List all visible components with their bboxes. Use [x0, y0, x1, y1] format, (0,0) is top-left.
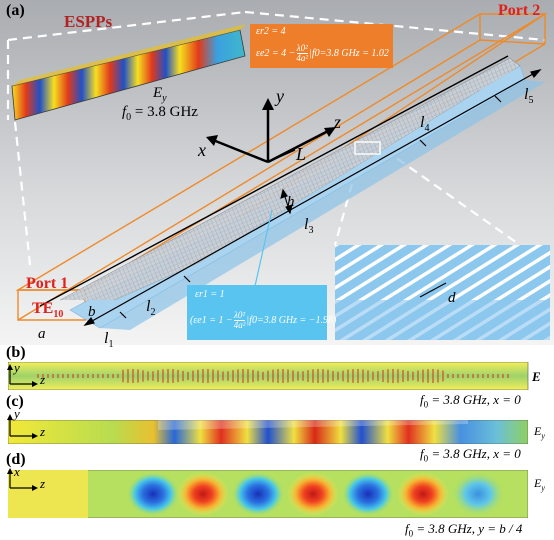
dim-l2-label: l2	[146, 298, 156, 319]
panel-c-axis-v: y	[14, 406, 20, 421]
coordinate-axes	[206, 98, 336, 164]
field-lobe	[177, 472, 229, 516]
inset-frequency-label: f0 = 3.8 GHz	[122, 104, 198, 123]
panel-c-letter: (c)	[6, 393, 24, 410]
port-2-label: Port 2	[498, 2, 541, 19]
panel-a-drawing	[0, 0, 554, 345]
field-lobe	[287, 472, 339, 516]
panel-b-vector-plot	[8, 362, 529, 390]
panel-d-field-plot	[8, 470, 528, 518]
panel-b-field-label: E⃗	[532, 369, 551, 384]
field-lobe	[342, 472, 394, 516]
axis-y-label: y	[276, 86, 284, 106]
center-axis-line	[39, 55, 509, 307]
h-dimension	[280, 188, 293, 215]
field-lobe	[232, 472, 284, 516]
dim-l4-label: l4	[420, 114, 430, 135]
length-dimension-line	[83, 69, 542, 326]
epsilon-1-box	[187, 285, 327, 340]
panel-b-axis-h: z	[40, 372, 46, 387]
axis-x-label: x	[198, 140, 206, 160]
dim-l3-label: l3	[304, 216, 314, 237]
dim-b-label: b	[88, 304, 96, 320]
port-1-mode-label: TE10	[32, 300, 64, 321]
dim-a-label: a	[38, 326, 46, 342]
panel-b-axes	[7, 364, 38, 387]
dim-d-label: d	[448, 290, 456, 306]
axis-z-label: z	[334, 112, 342, 132]
epsilon-e2-text: εe2 = 4 − λ0² 4a² |f0=3.8 GHz = 1.02	[256, 43, 389, 63]
length-L-label: L	[296, 144, 307, 164]
panel-c-caption: f0 = 3.8 GHz, x = 0	[420, 446, 521, 464]
epsilon-r2-text: εr2 = 4	[256, 26, 286, 37]
panel-c-axes	[7, 414, 38, 439]
epsilon-e1-text: (εe1 = 1 − λ0² 4a² |f0=3.8 GHz = −1.98)	[190, 310, 337, 330]
epsilon-2-box	[250, 24, 393, 68]
port-1-label: Port 1	[26, 275, 69, 292]
inset-field-label: Ey	[153, 85, 167, 104]
dim-l1-label: l1	[104, 330, 114, 351]
field-lobe	[127, 472, 179, 516]
panel-b-caption: f0 = 3.8 GHz, x = 0	[420, 392, 521, 410]
panel-b-letter: (b)	[6, 344, 26, 361]
panel-b-axis-v: y	[14, 360, 20, 375]
zoom-region-marker	[354, 141, 381, 155]
panel-d-axis-h: z	[40, 476, 46, 491]
panel-d-letter: (d)	[6, 451, 26, 468]
panel-c-field-label: Ey	[534, 424, 545, 441]
panel-d-field-label: Ey	[534, 476, 545, 493]
panel-c-field-plot	[8, 420, 528, 444]
panel-d-axis-v: x	[14, 464, 20, 479]
espp-field-inset	[11, 24, 246, 121]
epsilon-r1-text: εr1 = 1	[195, 289, 225, 300]
espps-label: ESPPs	[64, 12, 113, 31]
panel-c-axis-h: z	[40, 424, 46, 439]
epsilon-1-leader	[254, 209, 273, 287]
groove-zoom-inset	[335, 245, 550, 340]
dim-l5-label: l5	[524, 86, 534, 107]
panel-d-caption: f0 = 3.8 GHz, y = b / 4	[405, 521, 523, 539]
dim-h-label: h	[287, 194, 295, 210]
field-lobe	[452, 472, 504, 516]
field-lobe	[397, 472, 449, 516]
panel-a-letter: (a)	[6, 2, 25, 19]
panel-d-axes	[7, 468, 38, 491]
